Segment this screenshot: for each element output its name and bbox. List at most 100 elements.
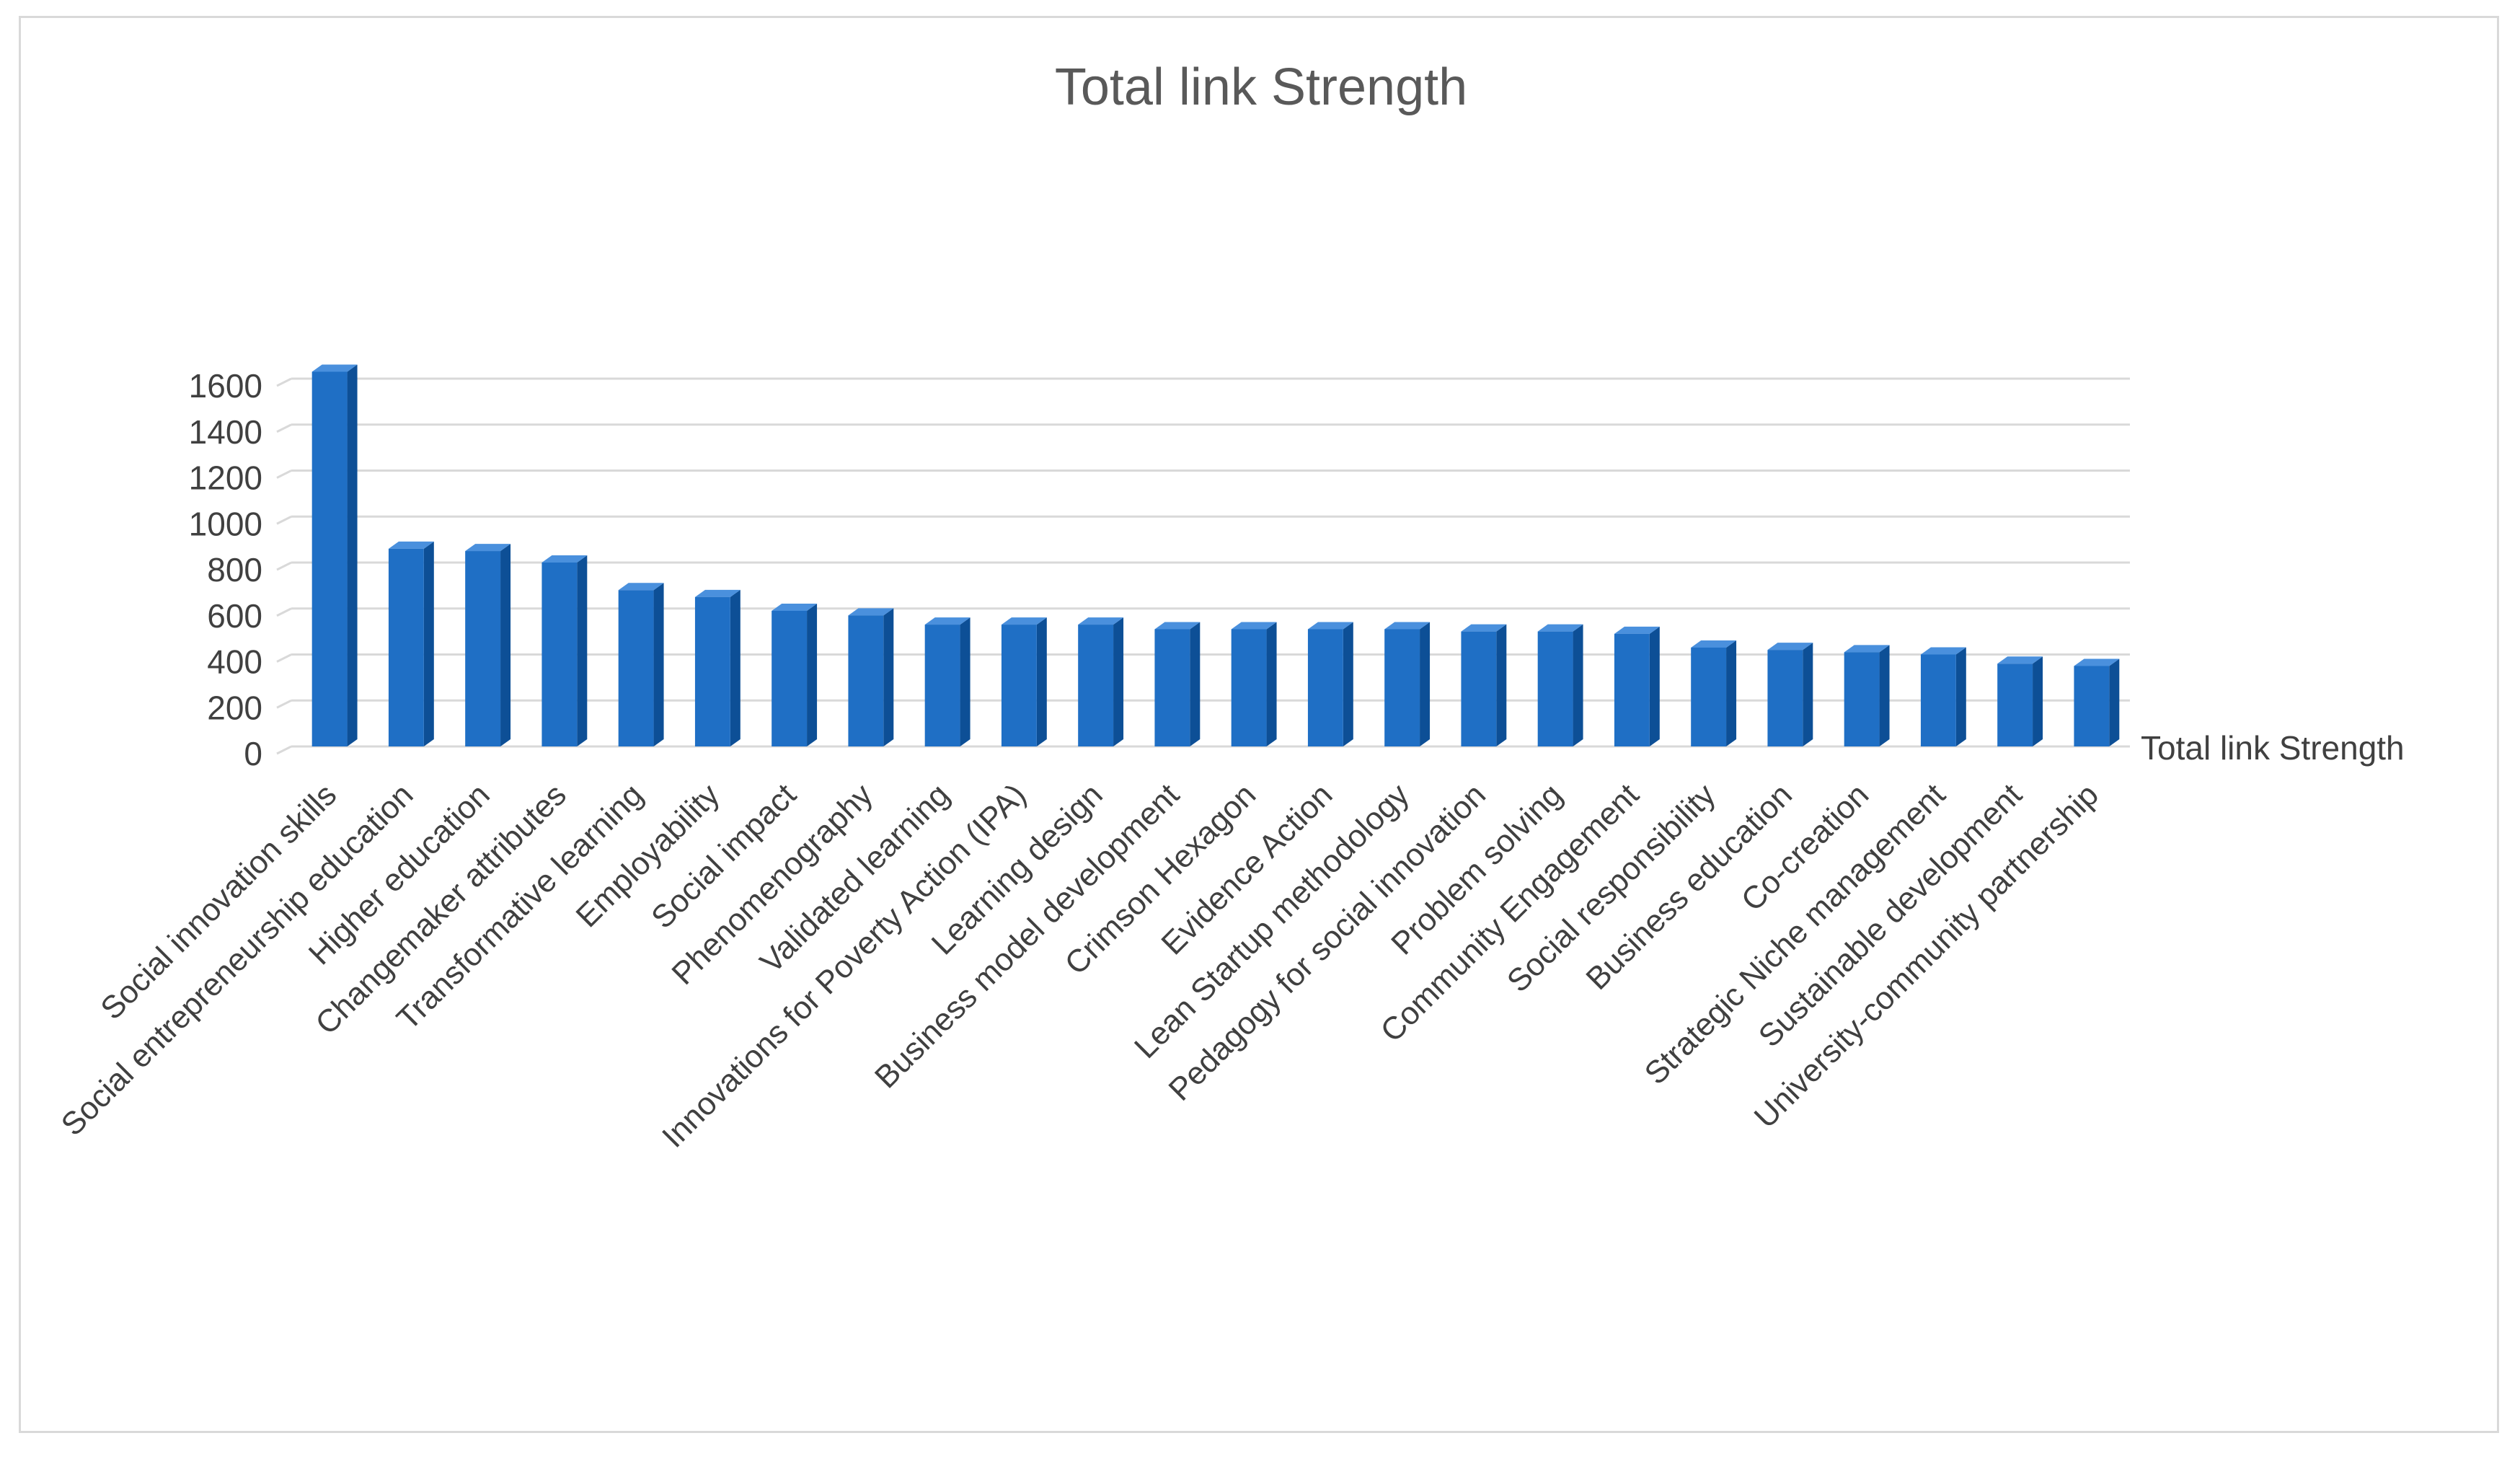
- y-tick-label: 600: [207, 597, 262, 635]
- bar: [311, 364, 358, 746]
- gridline-depth: [276, 423, 292, 433]
- bar-front: [1844, 652, 1880, 746]
- bar-top: [848, 608, 894, 616]
- bar: [1461, 624, 1507, 746]
- bars: [311, 364, 2120, 746]
- gridline-depth: [276, 470, 292, 479]
- bar-front: [1920, 654, 1956, 746]
- bar-chart: Total link Strength 0 200 400 600 800 1000 120…: [55, 58, 2405, 1155]
- bar-side: [2033, 656, 2043, 746]
- bar-top: [1691, 640, 1737, 648]
- bar: [1537, 624, 1583, 746]
- bar-front: [1001, 625, 1037, 746]
- y-tick-label: 1600: [189, 367, 262, 405]
- bar-front: [2074, 666, 2110, 746]
- bar-side: [1036, 617, 1047, 746]
- bar-side: [500, 544, 511, 746]
- y-tick-label: 200: [207, 689, 262, 726]
- bar: [541, 555, 588, 746]
- bar: [1920, 647, 1966, 746]
- bar-top: [618, 583, 664, 591]
- bar: [1231, 622, 1277, 746]
- gridline-depth: [276, 653, 292, 663]
- bar-front: [1307, 629, 1343, 746]
- bar-top: [772, 603, 818, 611]
- bar-top: [541, 555, 588, 563]
- y-tick-label: 1200: [189, 459, 262, 497]
- bar-top: [1767, 643, 1813, 651]
- bar: [848, 608, 894, 746]
- bar-front: [848, 615, 884, 746]
- bar-side: [1726, 640, 1737, 746]
- y-axis-ticks: 0 200 400 600 800 1000 1200 1400 1600: [189, 367, 262, 772]
- bar-side: [807, 603, 818, 746]
- bar-front: [772, 610, 808, 746]
- bar: [1154, 622, 1201, 746]
- bar: [1844, 645, 1890, 746]
- bar-front: [1461, 631, 1497, 746]
- bar-top: [1461, 624, 1507, 632]
- y-tick-label: 1000: [189, 505, 262, 542]
- bar-side: [347, 364, 358, 746]
- bar-top: [1154, 622, 1201, 630]
- bar-front: [1537, 631, 1573, 746]
- bar: [2074, 658, 2120, 746]
- gridlines: [276, 377, 2130, 755]
- bar-top: [1844, 645, 1890, 653]
- gridline-depth: [276, 515, 292, 525]
- y-tick-label: 400: [207, 643, 262, 681]
- bar: [1307, 622, 1353, 746]
- bar: [388, 541, 434, 746]
- bar-top: [1078, 617, 1124, 625]
- legend-entry: Total link Strength: [2141, 729, 2405, 767]
- bar-side: [653, 583, 664, 746]
- bar: [1997, 656, 2043, 746]
- bar-side: [730, 589, 740, 746]
- gridline-depth: [276, 699, 292, 709]
- bar-side: [1879, 645, 1890, 746]
- bar-top: [1997, 656, 2043, 664]
- bar-front: [1997, 664, 2033, 746]
- gridline-depth: [276, 377, 292, 387]
- bar: [924, 617, 971, 746]
- bar-front: [1078, 625, 1114, 746]
- bar-top: [1307, 622, 1353, 630]
- bar: [694, 589, 740, 746]
- bar-front: [1231, 629, 1267, 746]
- gridline-depth: [276, 607, 292, 617]
- bar-top: [1001, 617, 1047, 625]
- bar: [618, 583, 664, 746]
- bar-side: [1343, 622, 1353, 746]
- bar-side: [1573, 624, 1583, 746]
- bar-top: [1384, 622, 1431, 630]
- bar-front: [1384, 629, 1420, 746]
- bar-top: [2074, 658, 2120, 666]
- bar-side: [1420, 622, 1431, 746]
- bar: [1384, 622, 1431, 746]
- gridline-depth: [276, 745, 292, 755]
- bar-side: [2109, 658, 2120, 746]
- bar-front: [924, 625, 960, 746]
- bar-front: [618, 590, 654, 746]
- bar-front: [388, 548, 424, 746]
- bar: [1614, 626, 1660, 746]
- bar-top: [1614, 626, 1660, 634]
- bar-front: [465, 551, 501, 746]
- bar-side: [1955, 647, 1966, 746]
- y-tick-label: 800: [207, 551, 262, 589]
- bar-front: [541, 563, 578, 746]
- bar: [1078, 617, 1124, 746]
- bar-top: [924, 617, 971, 625]
- bar-top: [694, 589, 740, 597]
- y-tick-label: 1400: [189, 413, 262, 451]
- gridline-depth: [276, 561, 292, 571]
- bar-side: [1803, 643, 1813, 746]
- bar: [772, 603, 818, 746]
- bar-side: [1649, 626, 1660, 746]
- bar-top: [1231, 622, 1277, 630]
- bar: [1691, 640, 1737, 746]
- bar-front: [1691, 647, 1727, 746]
- bar: [465, 544, 511, 746]
- chart-frame: Total link Strength 0 200 400 600 800 1000 120…: [19, 16, 2499, 1433]
